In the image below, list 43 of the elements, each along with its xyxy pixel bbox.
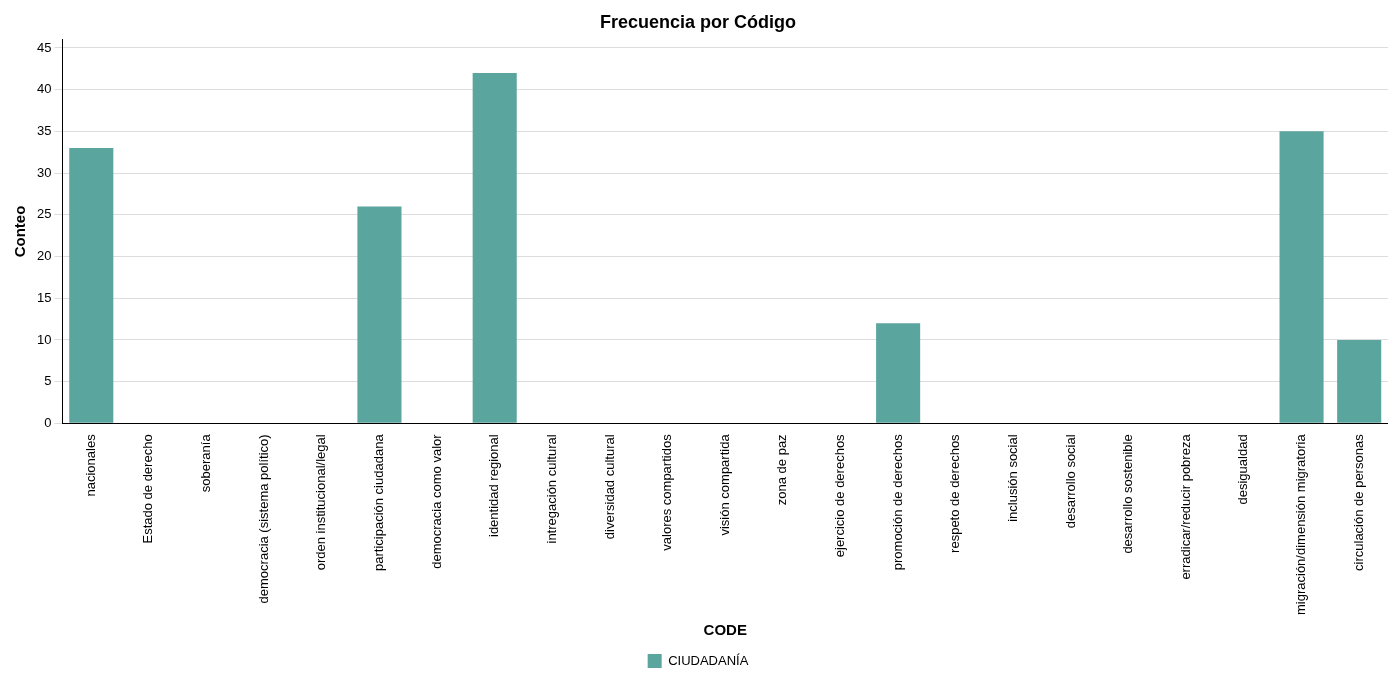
x-tick-label: inclusión social <box>1004 434 1020 522</box>
y-tick-label: 35 <box>36 122 52 138</box>
x-tick-label: valores compartidos <box>659 433 675 551</box>
y-tick-label: 30 <box>36 164 52 180</box>
x-tick-label: diversidad cultural <box>601 434 617 540</box>
x-tick-label: desigualdad <box>1235 434 1251 505</box>
x-tick-label: migración/dimensión migratoria <box>1293 433 1309 616</box>
x-tick-label: zona de paz <box>774 434 790 506</box>
x-tick-label: visión compartida <box>716 433 732 536</box>
x-tick-label: Estado de derecho <box>140 434 156 544</box>
y-axis-title: Conteo <box>11 205 29 258</box>
bar <box>472 72 517 423</box>
x-tick-label: soberanía <box>198 433 214 493</box>
x-tick-label: ejercicio de derechos <box>832 433 848 558</box>
y-tick-label: 5 <box>44 373 52 389</box>
bar <box>876 323 921 423</box>
x-tick-label: desarrollo sostenible <box>1120 434 1136 554</box>
y-tick-label: 40 <box>36 81 52 97</box>
x-tick-label: orden institucional/legal <box>313 434 329 571</box>
x-tick-label: circulación de personas <box>1350 433 1366 571</box>
y-tick-label: 15 <box>36 289 52 305</box>
x-tick-label: desarrollo social <box>1062 434 1078 529</box>
y-tick-label: 20 <box>36 248 52 264</box>
y-tick-label: 0 <box>44 414 52 430</box>
x-axis-title: CODE <box>703 621 747 639</box>
x-tick-label: nacionales <box>82 433 98 497</box>
y-tick-label: 45 <box>36 39 52 55</box>
legend-label: CIUDADANÍA <box>668 652 749 668</box>
bar <box>1279 131 1324 423</box>
x-tick-label: democracia (sistema político) <box>255 434 271 604</box>
x-tick-label: identidad regional <box>486 434 502 538</box>
x-tick-label: intregación cultural <box>543 434 559 544</box>
bar <box>357 206 402 423</box>
y-tick-label: 10 <box>36 331 52 347</box>
y-tick-label: 25 <box>36 206 52 222</box>
x-tick-label: erradicar/reducir pobreza <box>1177 433 1193 580</box>
x-tick-label: democracia como valor <box>428 433 444 569</box>
x-tick-label: promoción de derechos <box>889 433 905 571</box>
x-tick-label: participación ciudadana <box>371 433 387 571</box>
bar <box>1337 339 1382 423</box>
chart-title: Frecuencia por Código <box>599 11 797 32</box>
bar <box>69 148 114 423</box>
x-tick-label: respeto de derechos <box>947 433 963 553</box>
